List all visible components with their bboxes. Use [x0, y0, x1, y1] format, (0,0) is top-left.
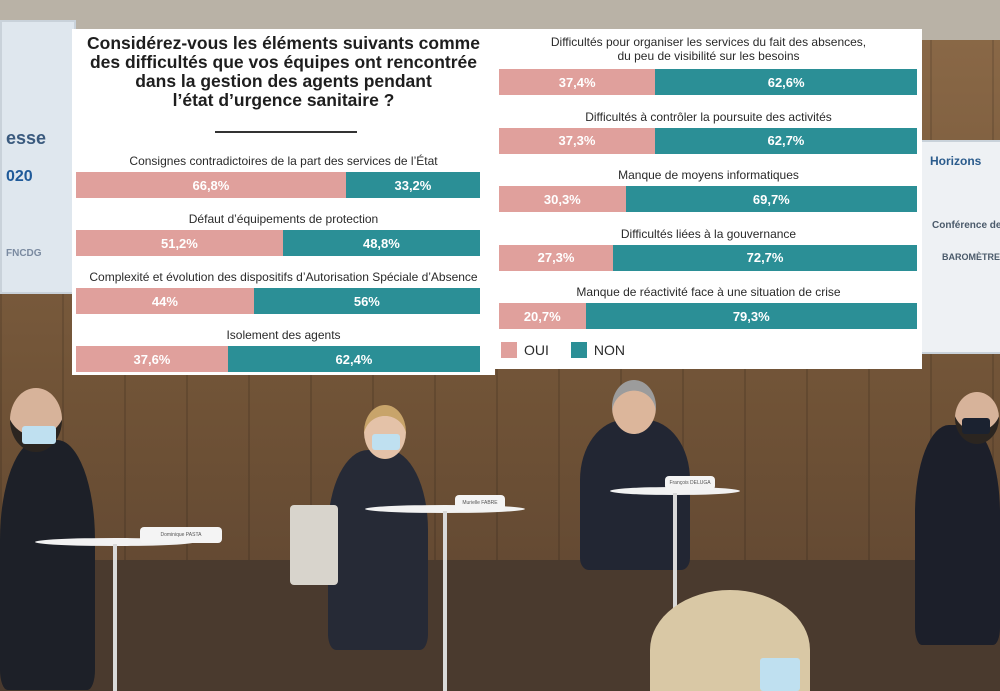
legend-item-non: NON: [570, 342, 626, 358]
value-label-oui: 37,6%: [133, 351, 171, 367]
value-label-non: 62,4%: [335, 351, 373, 367]
table-3-leg: [673, 493, 677, 643]
bar-segment-non: 79,3%: [585, 303, 917, 329]
value-label-oui: 37,3%: [558, 133, 596, 148]
bar-segment-non: 33,2%: [345, 172, 480, 198]
projection-screen-left: esse 020 FNCDG: [0, 20, 76, 294]
speaker-2: [328, 450, 428, 650]
stacked-bar: 37,3% 62,7%: [499, 127, 917, 154]
stacked-bar: 51,2% 48,8%: [76, 230, 480, 256]
chart-legend: OUI NON: [501, 342, 647, 358]
value-label-non: 48,8%: [362, 235, 400, 251]
speaker-2-mask: [372, 434, 400, 450]
value-label-oui: 27,3%: [537, 250, 575, 265]
chart-title-line-2: des difficultés que vos équipes ont renc…: [89, 52, 478, 72]
value-label-non: 69,7%: [752, 191, 790, 207]
speaker-1: [0, 440, 95, 690]
bar-segment-non: 62,7%: [654, 127, 917, 154]
question-label: Difficultés à contrôler la poursuite des…: [585, 109, 832, 124]
table-1-leg: [113, 544, 117, 691]
question-label: Défaut d’équipements de protection: [188, 212, 379, 226]
legend-item-oui: OUI: [501, 342, 549, 358]
title-divider: [215, 131, 357, 133]
value-label-non: 56%: [353, 293, 380, 309]
question-label: Difficultés liées à la gouvernance: [620, 226, 797, 241]
bar-segment-oui: 27,3%: [499, 244, 614, 271]
stacked-bar: 44% 56%: [76, 288, 480, 314]
question-label: Manque de réactivité face à une situatio…: [576, 285, 841, 299]
value-label-oui: 30,3%: [543, 191, 581, 207]
screen-left-year: 020: [6, 168, 33, 185]
table-2-leg: [443, 511, 447, 691]
chart-title-line-1: Considérez-vous les éléments suivants co…: [87, 33, 480, 53]
value-label-oui: 66,8%: [192, 177, 230, 193]
stacked-bar: 66,8% 33,2%: [76, 172, 480, 198]
table-3: [610, 487, 740, 495]
nameplate-3: François DELUGA: [665, 476, 715, 490]
bar-segment-oui: 37,6%: [76, 346, 228, 372]
audience-mask: [760, 658, 800, 691]
value-label-oui: 20,7%: [523, 308, 561, 324]
screen-right-brand: Horizons: [930, 154, 982, 168]
screen-right-subtitle: BAROMÈTRE: [942, 252, 1000, 262]
bar-segment-non: 48,8%: [282, 230, 480, 256]
bar-segment-oui: 37,4%: [499, 69, 656, 95]
question-label: Isolement des agents: [226, 328, 341, 342]
screen-left-logo: FNCDG: [6, 248, 42, 259]
value-label-non: 62,7%: [767, 133, 805, 148]
bar-segment-oui: 51,2%: [76, 230, 283, 256]
stacked-bar: 37,4% 62,6%: [499, 69, 917, 95]
legend-label-non: NON: [593, 342, 626, 358]
legend-swatch-non: [570, 342, 587, 358]
stacked-bar: 37,6% 62,4%: [76, 346, 480, 372]
value-label-non: 79,3%: [732, 308, 770, 324]
stacked-bar: 30,3% 69,7%: [499, 186, 917, 212]
bar-segment-non: 62,4%: [227, 346, 480, 372]
chart-title-line-4: l’état d’urgence sanitaire ?: [172, 90, 395, 110]
nameplate-1: Dominique PASTA: [140, 527, 222, 543]
speaker-3: [580, 420, 690, 570]
question-label: Complexité et évolution des dispositifs …: [89, 270, 478, 284]
value-label-non: 62,6%: [767, 74, 805, 90]
question-label: Manque de moyens informatiques: [618, 168, 799, 182]
chart-title: Considérez-vous les éléments suivants co…: [72, 34, 495, 110]
stacked-bar: 20,7% 79,3%: [499, 303, 917, 329]
speaker-4-mask: [962, 418, 990, 434]
stage-floor: [0, 560, 1000, 691]
bar-segment-non: 69,7%: [625, 186, 917, 212]
bar-segment-oui: 66,8%: [76, 172, 346, 198]
screen-right-title: Conférence de: [932, 220, 1000, 231]
screen-left-text: esse: [6, 128, 47, 148]
nameplate-2: Murielle FABRE: [455, 495, 505, 511]
chair-2: [290, 505, 338, 585]
bar-segment-oui: 44%: [76, 288, 254, 314]
value-label-oui: 44%: [151, 293, 178, 309]
question-label: Difficultés pour organiser les services …: [550, 35, 867, 63]
speaker-2-head: [364, 405, 406, 459]
speaker-4: [915, 425, 1000, 645]
chart-title-line-3: dans la gestion des agents pendant: [135, 71, 432, 91]
speaker-1-mask: [22, 426, 56, 444]
value-label-oui: 37,4%: [558, 74, 596, 90]
stacked-bar: 27,3% 72,7%: [499, 244, 917, 271]
bar-segment-oui: 37,3%: [499, 127, 655, 154]
value-label-non: 72,7%: [746, 250, 784, 265]
value-label-non: 33,2%: [394, 177, 432, 193]
speaker-3-head: [612, 380, 656, 434]
bar-segment-oui: 30,3%: [499, 186, 626, 212]
legend-label-oui: OUI: [524, 342, 549, 358]
chart-panel-left: Considérez-vous les éléments suivants co…: [72, 29, 495, 375]
question-label: Consignes contradictoires de la part des…: [129, 154, 438, 168]
projection-screen-right: Horizons Conférence de BAROMÈTRE: [920, 140, 1000, 354]
table-2: [365, 505, 525, 513]
bar-segment-non: 62,6%: [655, 69, 917, 95]
chart-panel-right: Difficultés pour organiser les services …: [495, 29, 922, 369]
table-1: [35, 538, 195, 546]
bar-segment-non: 72,7%: [613, 244, 917, 271]
legend-swatch-oui: [501, 342, 517, 358]
value-label-oui: 51,2%: [160, 235, 198, 251]
bar-segment-non: 56%: [253, 288, 480, 314]
bar-segment-oui: 20,7%: [499, 303, 586, 329]
